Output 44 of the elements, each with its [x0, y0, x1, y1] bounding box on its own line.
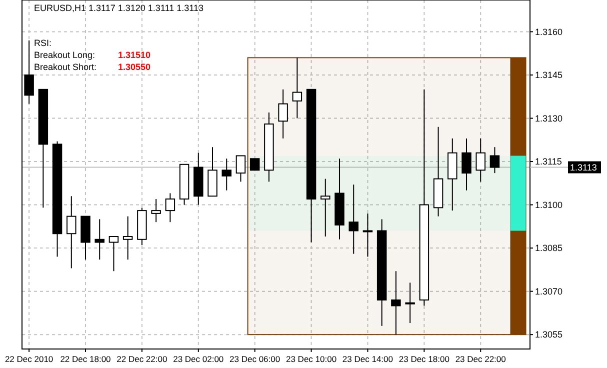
candlestick	[391, 270, 401, 336]
chart-title: EURUSD,H1 1.3117 1.3120 1.3111 1.3113	[34, 3, 204, 13]
x-tick-label: 23 Dec 18:00	[398, 354, 450, 364]
candlestick	[108, 236, 119, 272]
x-tick-label: 23 Dec 06:00	[230, 354, 280, 364]
candlestick	[348, 184, 358, 254]
candlestick	[24, 40, 34, 104]
candlestick	[66, 196, 76, 269]
y-tick-label: 1.3130	[535, 113, 563, 124]
candlestick	[151, 198, 161, 223]
x-tick-label: 22 Dec 2010	[4, 354, 54, 364]
annotation: 1.31510	[118, 50, 151, 60]
candlestick	[165, 192, 176, 223]
annotation: 1.30550	[118, 62, 151, 72]
candlestick	[490, 146, 500, 174]
candlestick	[122, 216, 133, 260]
y-tick-label: 1.3160	[535, 26, 563, 37]
candlestick	[236, 155, 246, 182]
x-tick-label: 22 Dec 18:00	[60, 354, 112, 364]
candlestick	[94, 218, 104, 260]
candlestick	[362, 212, 373, 258]
x-tick-label: 23 Dec 22:00	[455, 354, 506, 364]
candlestick	[462, 138, 472, 191]
candlestick	[250, 158, 260, 171]
annotation: Breakout Long:	[34, 50, 96, 60]
y-tick-label: 1.3070	[535, 286, 563, 296]
y-tick-label: 1.3145	[535, 70, 563, 80]
x-tick-label: 22 Dec 22:00	[116, 354, 168, 364]
y-tick-label: 1.3100	[535, 200, 563, 210]
candlestick	[320, 178, 330, 238]
annotation: Breakout Short:	[34, 62, 97, 72]
y-tick-label: 1.3085	[535, 243, 563, 254]
candlestick	[278, 88, 288, 139]
candlestick	[405, 282, 415, 324]
y-tick-label: 1.3115	[535, 156, 562, 167]
x-tick-label: 23 Dec 14:00	[342, 354, 394, 364]
candlestick	[476, 138, 486, 182]
x-tick-label: 23 Dec 10:00	[286, 354, 337, 364]
y-tick-label: 1.3055	[535, 330, 563, 340]
candlestick	[222, 158, 232, 191]
annotation: RSI:	[34, 38, 52, 48]
candlestick	[292, 57, 302, 119]
x-tick-label: 23 Dec 02:00	[173, 354, 224, 364]
ref-line-label: 1.3113	[570, 162, 597, 172]
